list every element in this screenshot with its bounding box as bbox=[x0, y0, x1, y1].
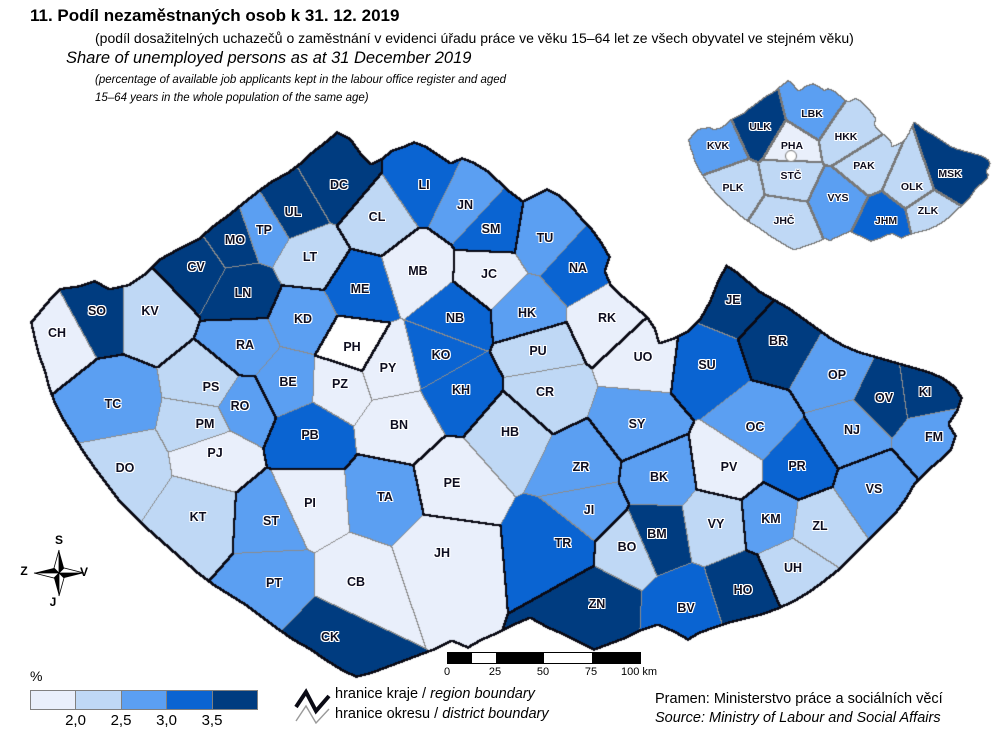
compass-west-label: Z bbox=[20, 564, 28, 578]
scale-label-1: 0 bbox=[443, 666, 451, 678]
legend-swatch-5 bbox=[212, 691, 258, 709]
scale-bar-segments bbox=[447, 652, 641, 664]
legend-swatch-4 bbox=[167, 691, 213, 709]
legend-threshold-2,0: 2,0 bbox=[65, 712, 86, 729]
compass-east-label: V bbox=[79, 565, 89, 579]
scale-segment-5 bbox=[592, 653, 640, 663]
district-boundary-label-cs: hranice okresu / bbox=[335, 706, 443, 722]
compass-star-icon bbox=[33, 549, 85, 597]
compass-north-label: S bbox=[54, 533, 64, 547]
legend-swatch-3 bbox=[121, 691, 168, 709]
legend-threshold-2,5: 2,5 bbox=[110, 712, 132, 729]
legend-swatches bbox=[30, 690, 258, 710]
scale-label-4: 75 bbox=[584, 666, 598, 678]
legend-threshold-3,5: 3,5 bbox=[201, 712, 223, 729]
scale-segment-3 bbox=[496, 653, 544, 663]
legend-threshold-3,0: 3,0 bbox=[156, 712, 177, 729]
region-boundary-label-en: region boundary bbox=[430, 686, 535, 702]
boundary-legend: hranice kraje / region boundary hranice … bbox=[293, 682, 603, 728]
scale-segment-2 bbox=[472, 653, 496, 663]
scale-label-5: 100 km bbox=[620, 666, 658, 678]
scale-segment-1 bbox=[448, 653, 472, 663]
source-attribution: Pramen: Ministerstvo práce a sociálních … bbox=[655, 690, 943, 728]
district-boundary-icon bbox=[295, 704, 330, 725]
district-boundary-label: hranice okresu / district boundary bbox=[335, 704, 549, 724]
region-boundary-label-cs: hranice kraje / bbox=[335, 686, 431, 702]
scale-label-3: 50 bbox=[536, 666, 550, 678]
region-boundary-label: hranice kraje / region boundary bbox=[335, 684, 549, 704]
compass-south-label: J bbox=[49, 595, 57, 609]
scale-segment-4 bbox=[544, 653, 592, 663]
compass-rose: S Z V J bbox=[18, 526, 108, 616]
source-czech: Pramen: Ministerstvo práce a sociálních … bbox=[655, 691, 943, 707]
legend-swatch-2 bbox=[76, 691, 122, 709]
scale-bar-labels: 0 25 50 75 100 km bbox=[443, 666, 658, 680]
color-legend: % 2,0 2,5 3,0 3,5 bbox=[30, 668, 270, 732]
legend-threshold-labels: 2,0 2,5 3,0 3,5 bbox=[30, 712, 270, 732]
legend-unit-label: % bbox=[30, 668, 43, 684]
scale-bar: 0 25 50 75 100 km bbox=[443, 652, 658, 680]
region-boundary-icon bbox=[294, 688, 331, 715]
scale-label-2: 25 bbox=[488, 666, 502, 678]
boundary-zigzag-icons bbox=[294, 688, 331, 725]
source-english: Source: Ministry of Labour and Social Af… bbox=[655, 710, 941, 726]
district-boundary-label-en: district boundary bbox=[442, 706, 549, 722]
legend-swatch-1 bbox=[31, 691, 77, 709]
